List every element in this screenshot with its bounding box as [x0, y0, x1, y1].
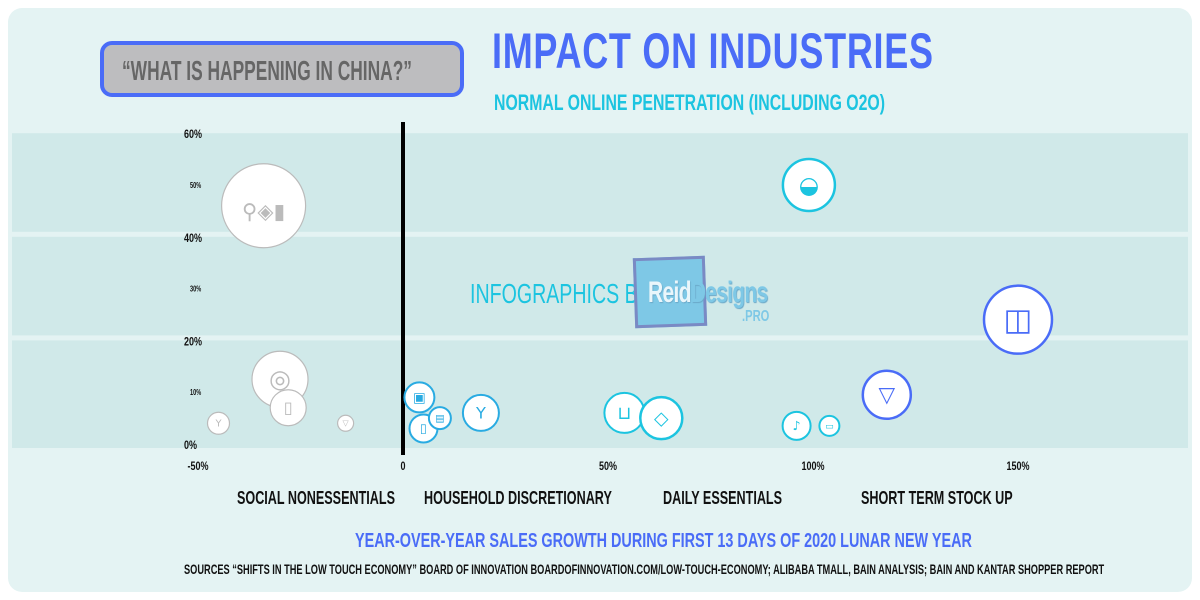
category-label: HOUSEHOLD DISCRETIONARY — [424, 488, 612, 508]
chart-subtitle: NORMAL ONLINE PENETRATION (INCLUDING O2O… — [494, 90, 886, 115]
cocktail-icon: Y — [475, 403, 486, 422]
bubble-circle — [461, 393, 500, 432]
bottle-icon: ▯ — [420, 421, 427, 436]
y-tick-label: 30% — [190, 286, 201, 294]
data-bubble: ◇ — [639, 395, 684, 441]
soap-icon: ◇ — [654, 407, 669, 429]
data-bubble: ▣ — [403, 381, 436, 414]
bubble-circle — [269, 389, 307, 427]
category-label: SOCIAL NONESSENTIALS — [237, 488, 395, 508]
data-bubble: ▤ — [427, 406, 452, 431]
y-tick-label: 60% — [184, 128, 202, 142]
chart-title: IMPACT ON INDUSTRIES — [492, 23, 934, 79]
callout-text: “WHAT IS HAPPENING IN CHINA?” — [122, 55, 412, 86]
data-bubble: ▽ — [861, 369, 913, 421]
meal-bowl-icon: ◒ — [799, 171, 819, 199]
bubble-circle — [403, 381, 436, 414]
data-bubble: ⊔ — [603, 391, 646, 434]
y-tick-label: 10% — [190, 389, 201, 397]
category-label: DAILY ESSENTIALS — [663, 488, 783, 508]
x-tick-label: 150% — [1006, 460, 1029, 474]
bubble-circle — [337, 414, 355, 432]
category-label: SHORT TERM STOCK UP — [861, 488, 1013, 508]
cosmetics-icon: ⚲◈▮ — [242, 199, 285, 223]
data-bubble: ♪ — [781, 410, 812, 441]
wine-glass-icon: Y — [214, 419, 222, 430]
bubble-circle — [861, 369, 913, 421]
data-bubble: ◒ — [781, 157, 837, 213]
beer-glass-icon: ▽ — [343, 419, 350, 428]
data-bubble: ▭ — [818, 414, 841, 437]
logo-suffix: .PRO — [742, 308, 770, 325]
bubble-circle — [781, 157, 837, 213]
y-tick-label: 40% — [184, 232, 202, 246]
data-bubble: ▯ — [269, 389, 307, 427]
bubble-circle — [781, 410, 812, 441]
bubble-circle — [427, 406, 452, 431]
blender-icon: ▤ — [435, 413, 444, 424]
speech-bubble: “WHAT IS HAPPENING IN CHINA?” — [100, 41, 464, 97]
toilet-paper-icon: ◫ — [1004, 303, 1033, 338]
bubble-circle — [206, 411, 231, 435]
x-tick-label: 0 — [400, 460, 405, 474]
chicken-leg-icon: ♪ — [793, 418, 801, 433]
x-tick-label: 100% — [801, 460, 824, 474]
candy-icon: ◎ — [269, 365, 291, 394]
bubble-circle — [221, 163, 307, 249]
data-bubble: ⚲◈▮ — [221, 163, 307, 249]
credit-text: INFOGRAPHICS BY — [470, 278, 651, 309]
cleaning-products-icon: ▣ — [413, 390, 426, 406]
y-tick-label: 0% — [184, 439, 197, 453]
data-bubble: Y — [206, 411, 231, 435]
bubble-circle — [818, 414, 841, 437]
x-axis-label: YEAR-OVER-YEAR SALES GROWTH DURING FIRST… — [355, 530, 972, 552]
grocery-cart-icon: ⊔ — [617, 403, 631, 424]
y-tick-label: 50% — [190, 182, 201, 190]
sources-text: SOURCES “SHIFTS IN THE LOW TOUCH ECONOMY… — [184, 561, 1105, 577]
toothpaste-icon: ▯ — [284, 398, 293, 417]
y-tick-label: 20% — [184, 335, 202, 349]
data-bubble: Y — [461, 393, 500, 432]
logo: ReidDesigns — [648, 276, 768, 309]
data-bubble: ◫ — [982, 284, 1054, 355]
data-bubble: ▽ — [337, 414, 355, 432]
x-tick-label: 50% — [599, 460, 617, 474]
bubble-circle — [639, 395, 684, 441]
x-tick-label: -50% — [188, 460, 209, 474]
food-box-icon: ▭ — [825, 422, 834, 432]
noodles-icon: ▽ — [878, 383, 895, 408]
grid-band — [12, 340, 1188, 448]
grid-band — [12, 133, 1188, 232]
bubble-circle — [982, 284, 1054, 355]
